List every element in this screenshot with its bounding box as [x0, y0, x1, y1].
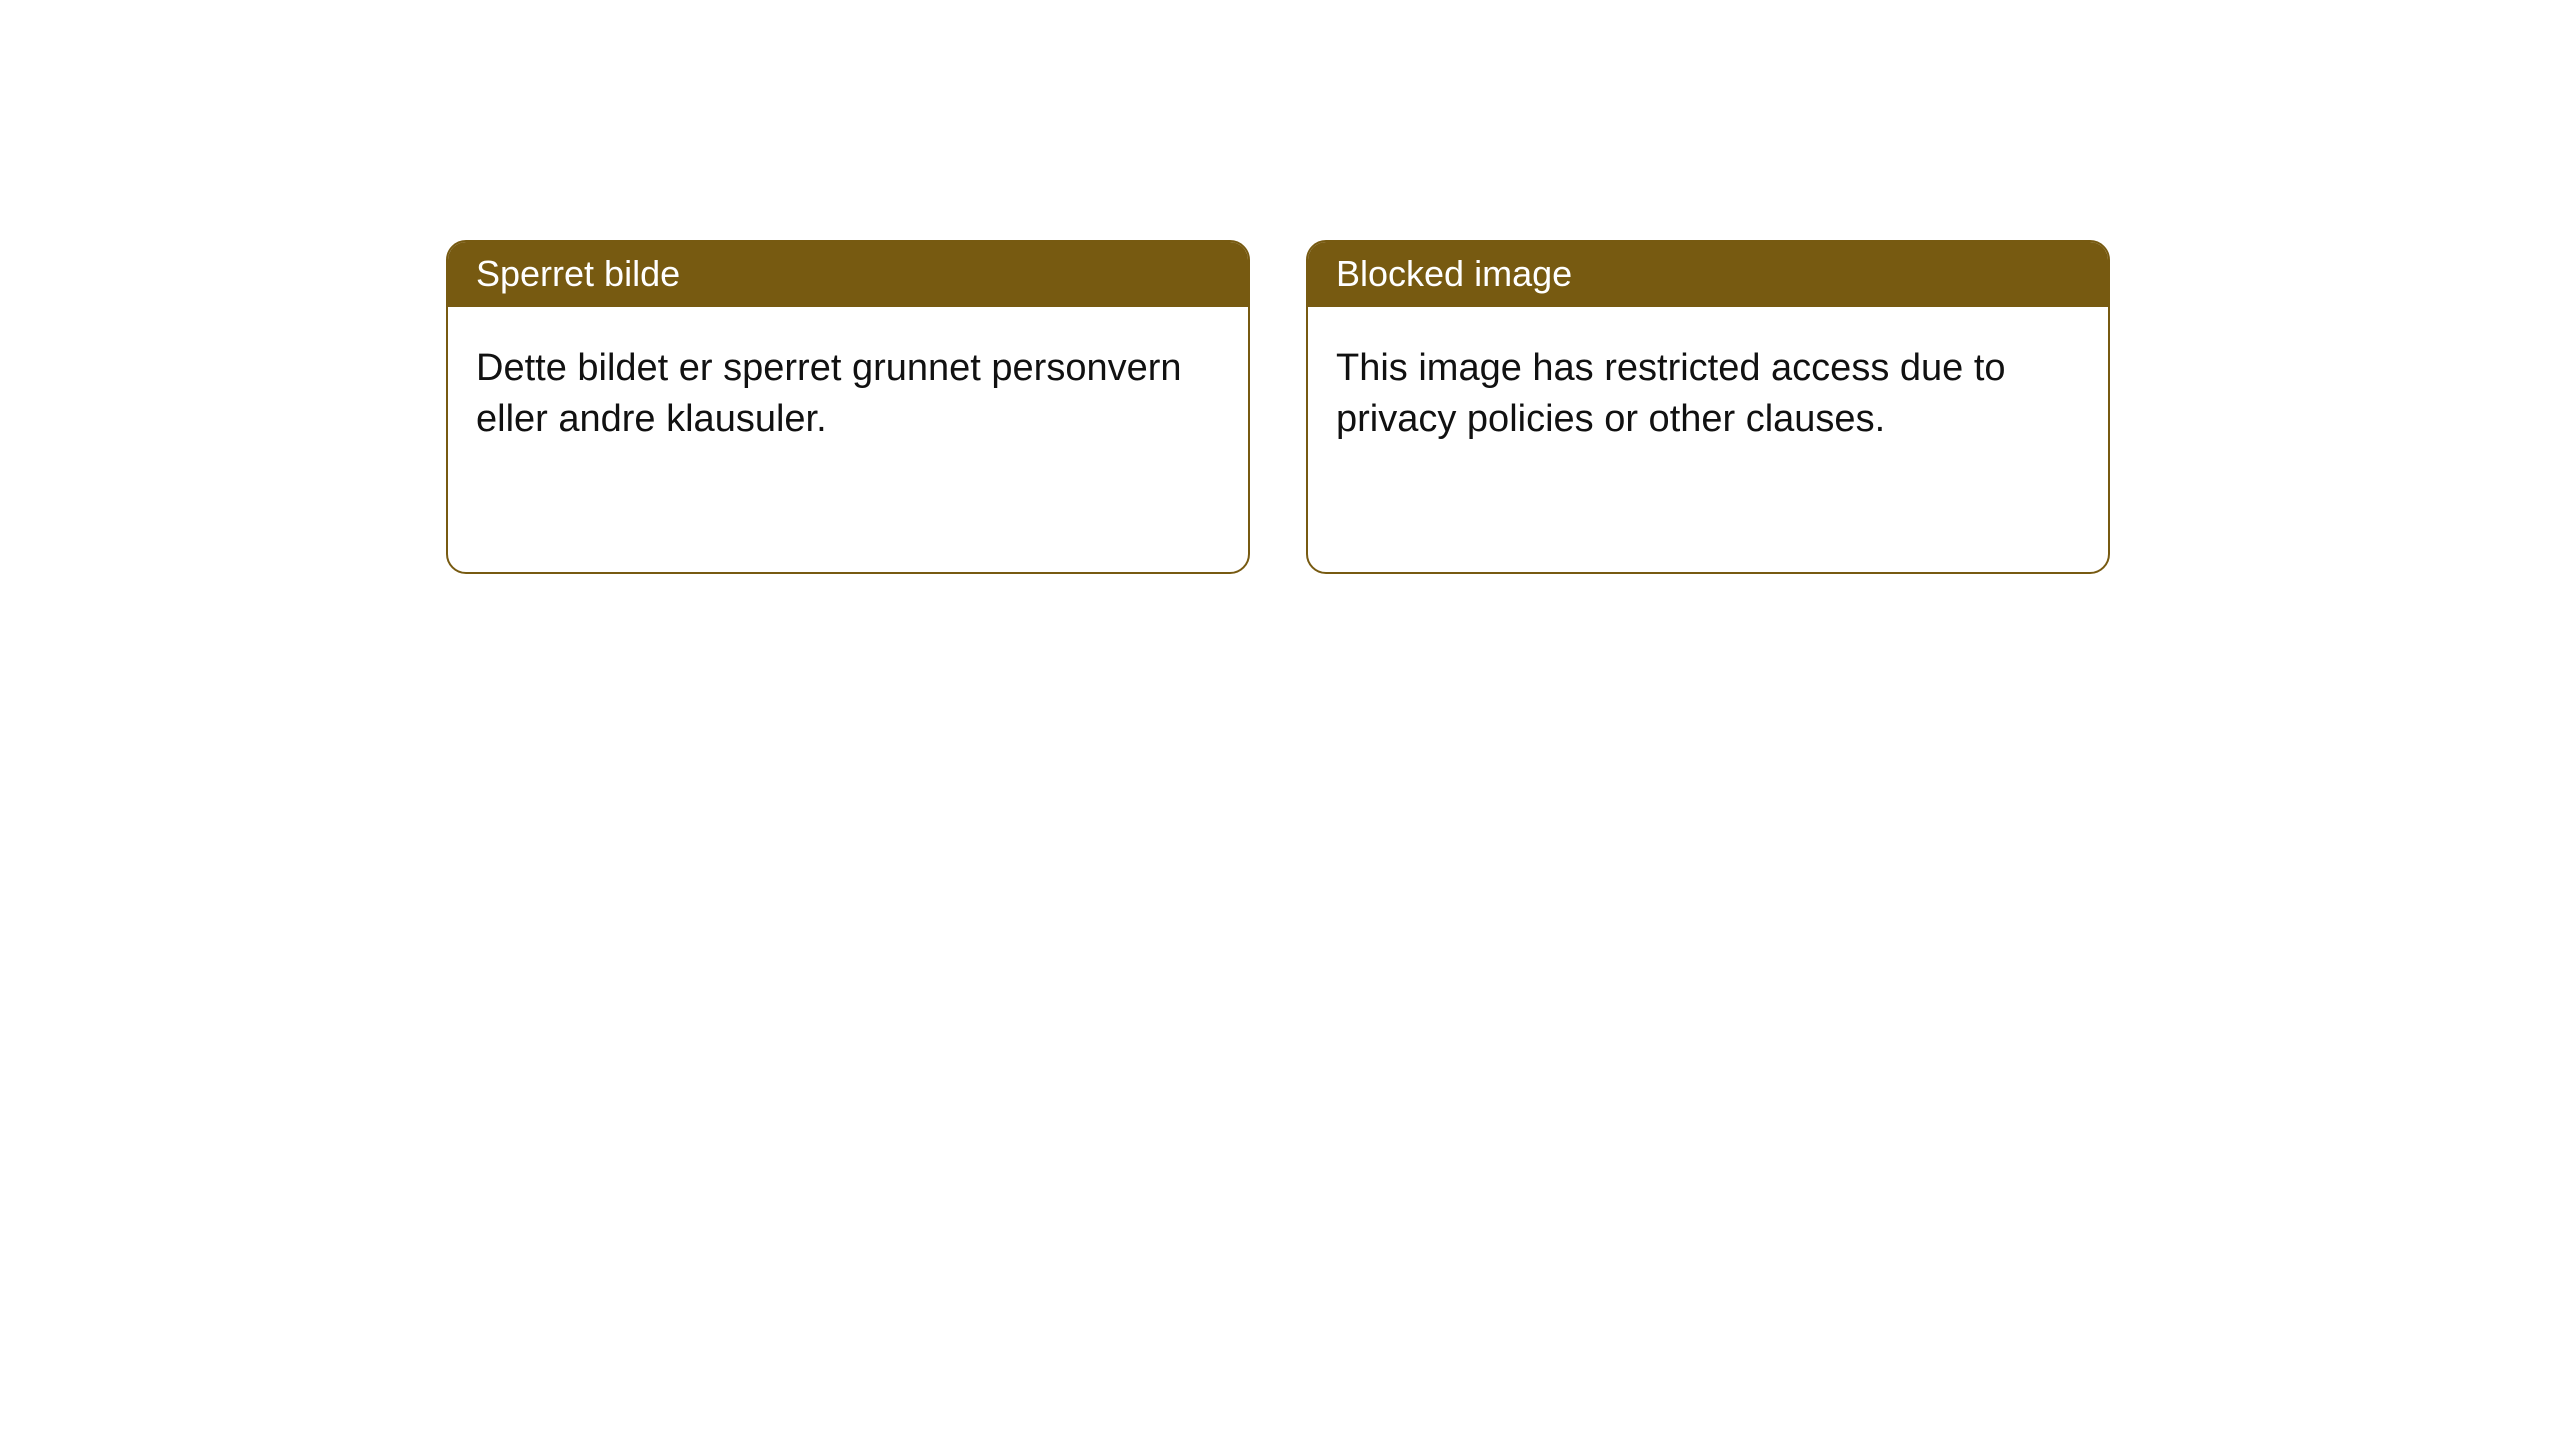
- card-title: Sperret bilde: [448, 242, 1248, 307]
- notice-card-english: Blocked image This image has restricted …: [1306, 240, 2110, 574]
- card-body-text: Dette bildet er sperret grunnet personve…: [448, 307, 1248, 482]
- card-title: Blocked image: [1308, 242, 2108, 307]
- notice-card-norwegian: Sperret bilde Dette bildet er sperret gr…: [446, 240, 1250, 574]
- notice-cards-row: Sperret bilde Dette bildet er sperret gr…: [446, 240, 2110, 574]
- card-body-text: This image has restricted access due to …: [1308, 307, 2108, 482]
